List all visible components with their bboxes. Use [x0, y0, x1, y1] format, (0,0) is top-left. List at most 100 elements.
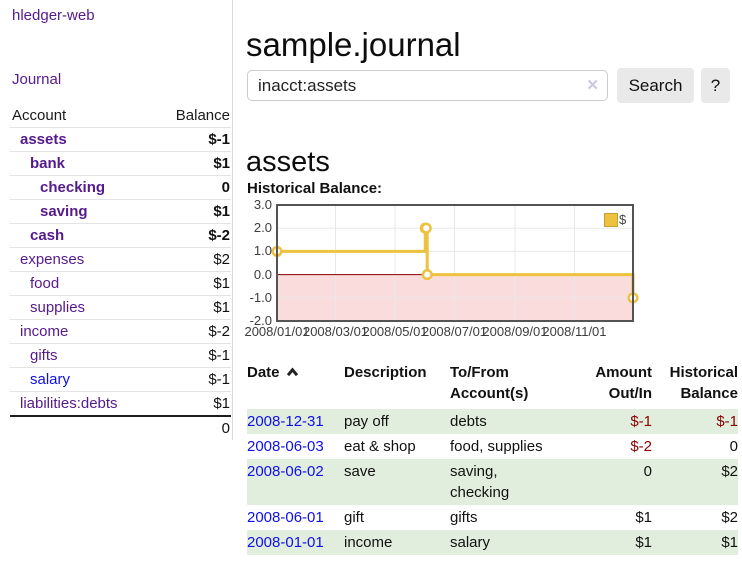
transaction-balance: $2 [721, 509, 738, 526]
y-axis-tick-label: -1.0 [249, 289, 272, 305]
account-balance: $1 [213, 275, 230, 292]
account-link-checking[interactable]: checking [40, 179, 106, 196]
transaction-row: 2008-06-01 gift gifts $1 $2 [247, 505, 738, 530]
transaction-row: 2008-01-01 income salary $1 $1 [247, 530, 738, 555]
transaction-description: pay off [344, 413, 389, 430]
account-balance: $1 [213, 395, 230, 412]
transaction-accounts: salary [450, 534, 491, 551]
x-axis-tick-label: 2008/07/01 [421, 324, 488, 339]
transaction-amount: 0 [643, 463, 652, 480]
x-axis-tick-label: 2008/11/01 [542, 324, 607, 339]
account-row-food: food $1 [10, 271, 231, 295]
balance-column-header: Balance [175, 106, 230, 124]
legend-swatch-icon [604, 212, 618, 227]
transaction-row: 2008-12-31 pay off debts $-1 $-1 [247, 409, 738, 434]
accounts-table-header: Account Balance [10, 103, 231, 127]
transaction-amount: $-1 [630, 413, 652, 430]
transaction-balance: $2 [721, 463, 738, 480]
transaction-accounts: gifts [450, 509, 478, 526]
account-balance: $1 [213, 203, 230, 220]
transaction-date-link[interactable]: 2008-06-03 [247, 438, 324, 455]
app-brand-link[interactable]: hledger-web [12, 7, 95, 24]
sidebar-item-journal[interactable]: Journal [12, 71, 62, 88]
account-balance: $2 [213, 251, 230, 268]
transaction-description: save [344, 463, 376, 480]
accounts-total-row: 0 [10, 415, 231, 439]
search-input[interactable] [247, 70, 608, 101]
sidebar-divider [232, 0, 233, 440]
y-axis-tick-label: 3.0 [253, 197, 272, 212]
transaction-date-link[interactable]: 2008-01-01 [247, 534, 324, 551]
transaction-accounts: debts [450, 413, 487, 430]
account-row-assets: assets $-1 [10, 127, 231, 151]
account-column-header: Account [12, 106, 67, 124]
transaction-balance: $-1 [716, 413, 738, 430]
x-axis-tick-label: 2008/09/01 [482, 324, 548, 339]
account-row-income: income $-2 [10, 319, 231, 343]
account-balance: $-2 [208, 227, 230, 244]
accounts-total-value: 0 [221, 419, 230, 437]
account-link-supplies[interactable]: supplies [30, 299, 86, 316]
transaction-balance: $1 [721, 534, 738, 551]
account-row-checking: checking 0 [10, 175, 231, 199]
transaction-date-link[interactable]: 2008-06-02 [247, 463, 324, 480]
transaction-date-link[interactable]: 2008-06-01 [247, 509, 324, 526]
account-link-expenses[interactable]: expenses [20, 251, 85, 268]
account-balance: 0 [221, 179, 230, 196]
account-link-saving[interactable]: saving [40, 203, 88, 220]
account-link-assets[interactable]: assets [20, 131, 67, 148]
balance-column-header: Historical Balance [669, 364, 738, 402]
account-row-supplies: supplies $1 [10, 295, 231, 319]
account-row-expenses: expenses $2 [10, 247, 231, 271]
transaction-description: gift [344, 509, 365, 526]
register-table: Date Description To/From Account(s) Amou… [247, 362, 738, 555]
x-axis-tick-label: 2008/03/01 [302, 324, 369, 339]
legend-label: $ [619, 212, 627, 227]
sort-ascending-icon [286, 367, 298, 377]
description-column-header: Description [344, 364, 427, 381]
account-balance: $-2 [208, 323, 230, 340]
register-header-row: Date Description To/From Account(s) Amou… [247, 362, 738, 409]
account-balance: $1 [213, 299, 230, 316]
transaction-amount: $1 [635, 509, 652, 526]
tofrom-column-header: To/From Account(s) [450, 364, 529, 402]
account-link-gifts[interactable]: gifts [30, 347, 58, 364]
transaction-amount: $1 [635, 534, 652, 551]
account-balance: $-1 [208, 371, 230, 388]
account-row-gifts: gifts $-1 [10, 343, 231, 367]
y-axis-tick-label: 0.0 [253, 266, 272, 282]
transaction-description: eat & shop [344, 438, 416, 455]
y-axis-tick-label: 1.0 [253, 243, 272, 259]
account-balance: $-1 [208, 131, 230, 148]
chart-legend: $ [604, 212, 626, 227]
transaction-date-link[interactable]: 2008-12-31 [247, 413, 324, 430]
account-link-liabilities-debts[interactable]: liabilities:debts [20, 395, 118, 412]
page-title: sample.journal [246, 26, 461, 64]
search-button[interactable]: Search [617, 68, 694, 103]
account-link-food[interactable]: food [30, 275, 60, 292]
account-balance: $-1 [208, 347, 230, 364]
help-button[interactable]: ? [701, 68, 730, 103]
account-heading: assets [246, 146, 330, 179]
transaction-row: 2008-06-02 save saving, checking 0 $2 [247, 459, 738, 505]
x-axis-tick-label: 2008/01/01 [244, 324, 310, 339]
transaction-balance: 0 [729, 438, 738, 455]
account-row-salary: salary $-1 [10, 367, 231, 391]
historical-balance-label: Historical Balance: [247, 180, 383, 197]
date-column-header[interactable]: Date [247, 362, 344, 409]
account-link-salary[interactable]: salary [30, 371, 71, 388]
transaction-accounts: saving, checking [450, 463, 510, 501]
transaction-amount: $-2 [630, 438, 652, 455]
y-axis-tick-label: 2.0 [253, 220, 272, 236]
account-balance: $1 [213, 155, 230, 172]
account-link-income[interactable]: income [20, 323, 69, 340]
account-row-saving: saving $1 [10, 199, 231, 223]
accounts-panel: Account Balance assets $-1 bank $1 check… [10, 103, 231, 439]
clear-search-icon[interactable]: ✕ [586, 77, 599, 94]
x-axis-tick-label: 2008/05/01 [362, 324, 428, 339]
y-axis-tick-label: -2.0 [249, 313, 272, 328]
account-link-bank[interactable]: bank [30, 155, 66, 172]
account-link-cash[interactable]: cash [30, 227, 65, 244]
account-row-cash: cash $-2 [10, 223, 231, 247]
